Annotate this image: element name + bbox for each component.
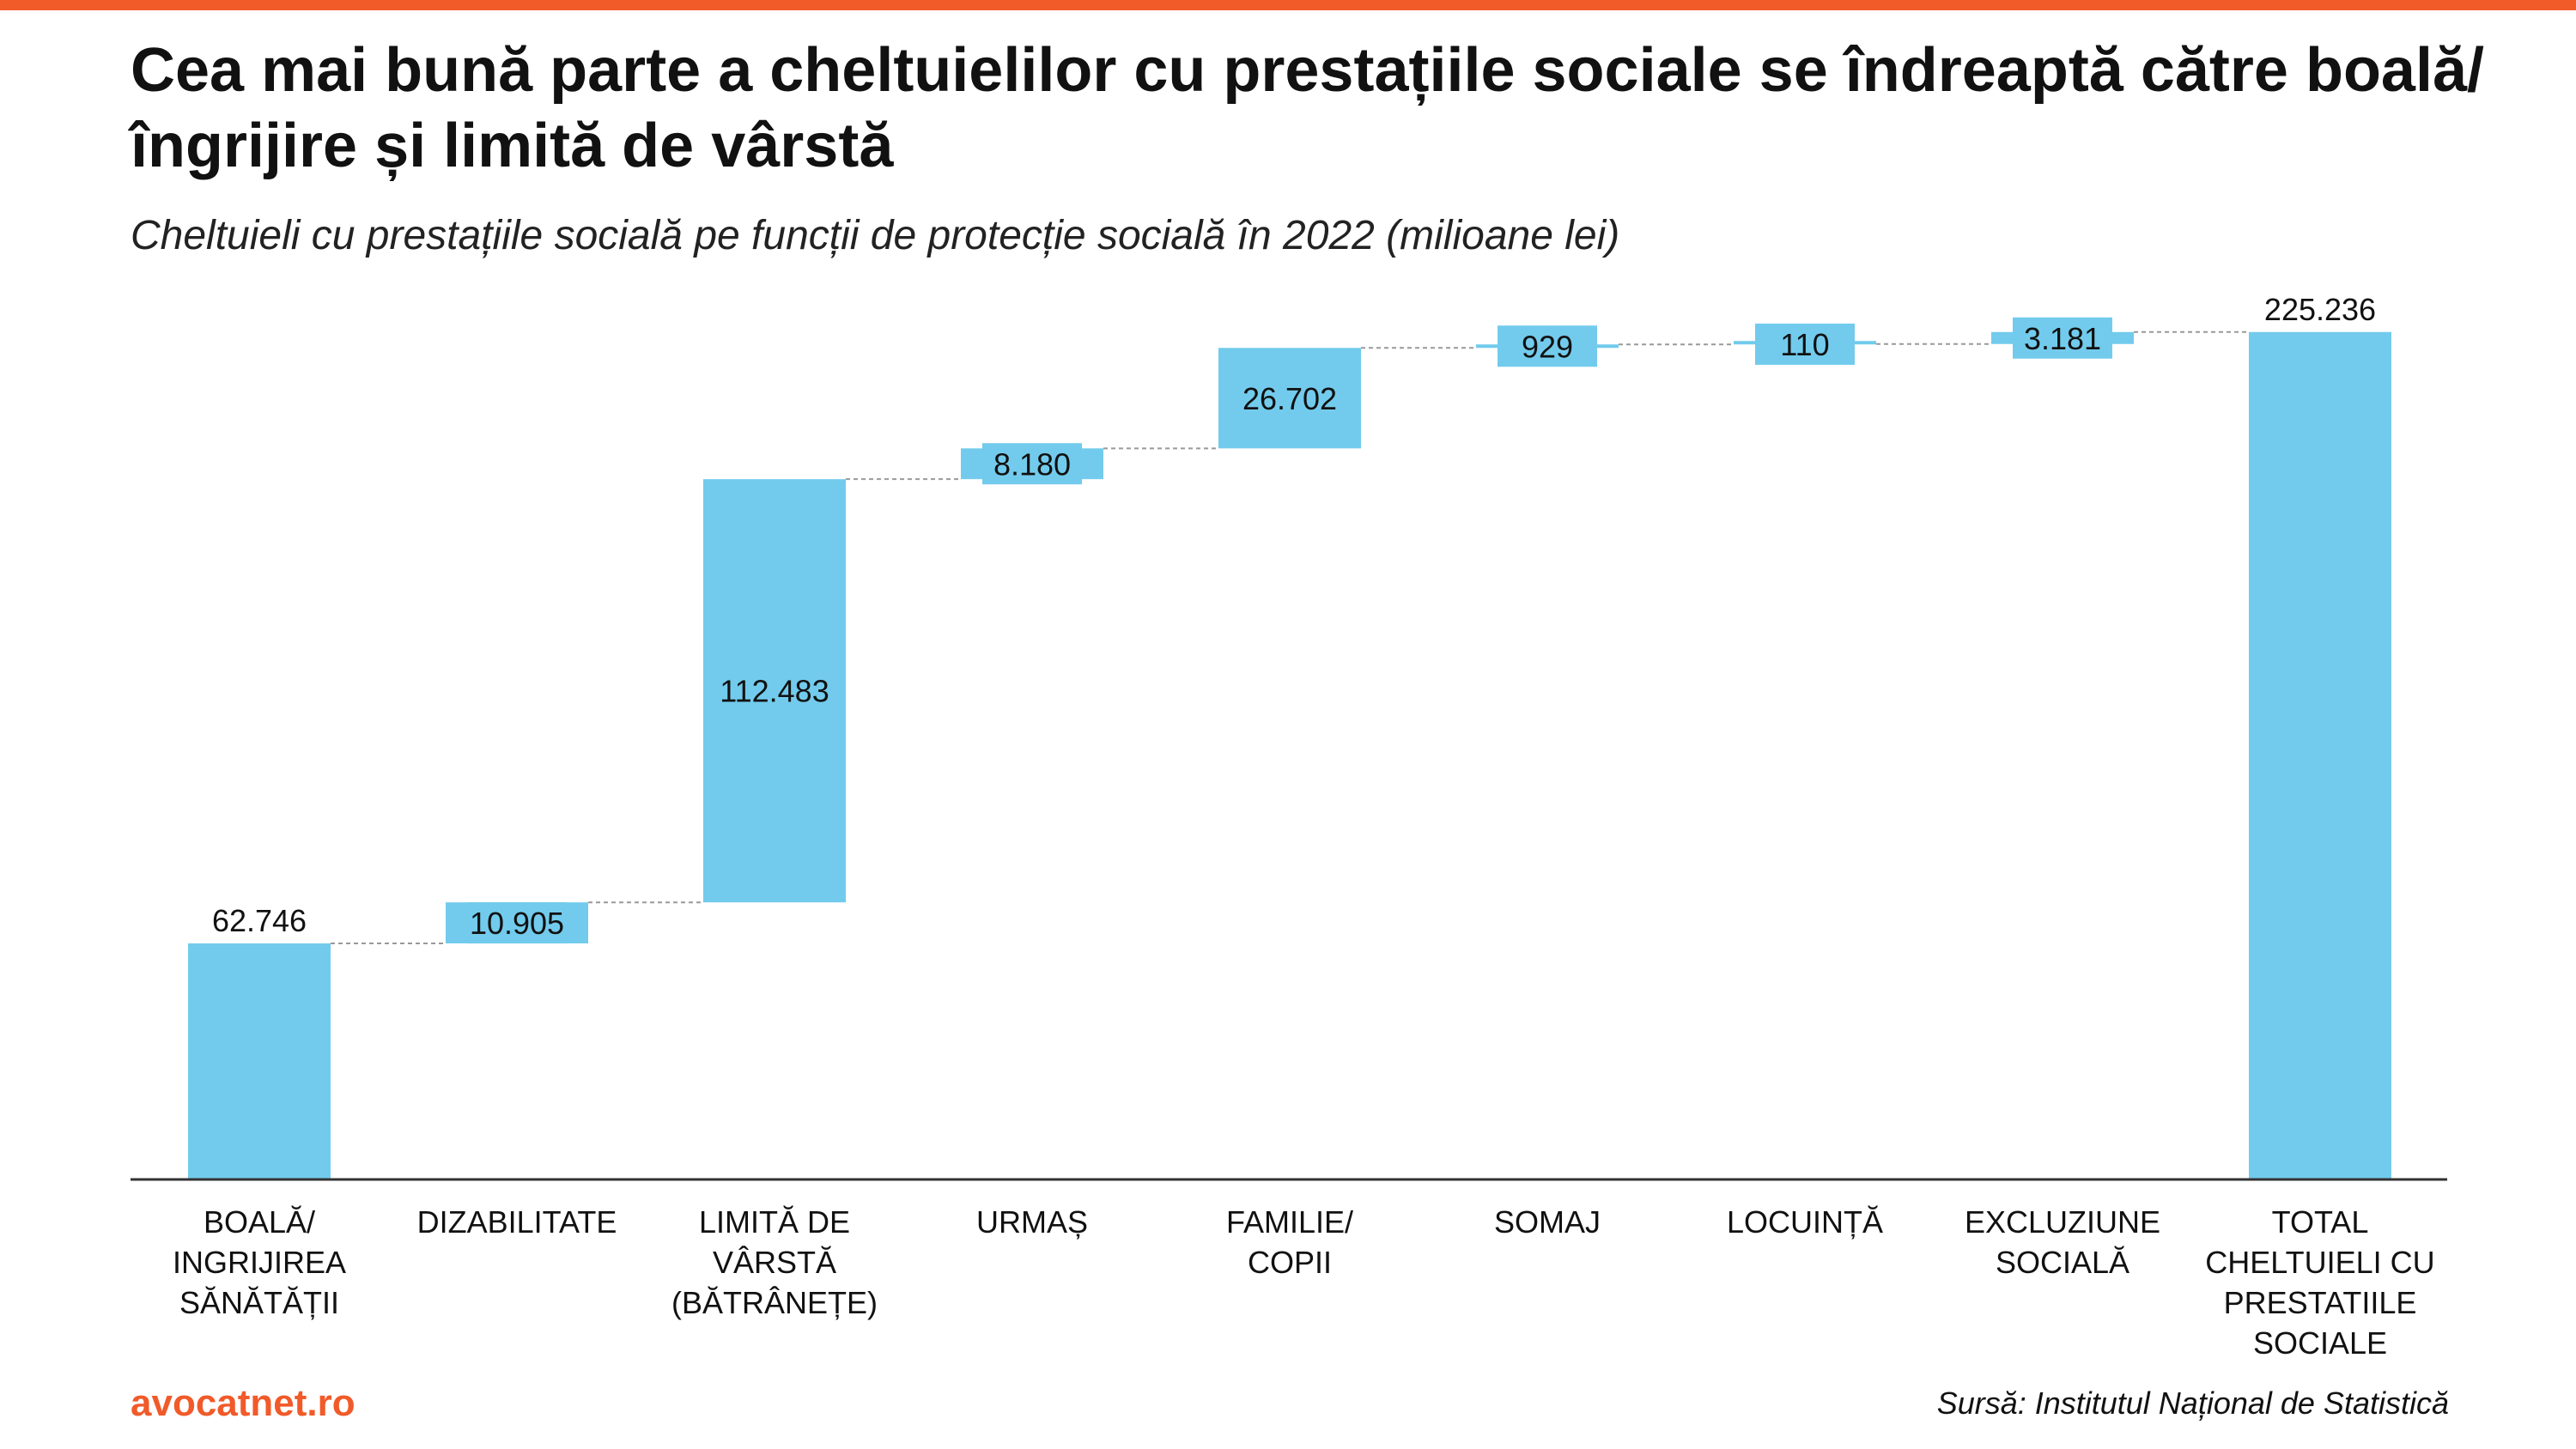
- data-label-box-7: [2013, 317, 2112, 359]
- bar-0: [188, 943, 331, 1179]
- bar-4: [1218, 348, 1361, 449]
- data-label-7: 3.181: [2024, 321, 2101, 356]
- category-label-3: URMAȘ: [976, 1204, 1088, 1240]
- category-label-1: DIZABILITATE: [417, 1204, 617, 1240]
- data-label-0: 62.746: [212, 903, 307, 938]
- top-accent-bar: [0, 0, 2576, 10]
- data-label-1: 10.905: [470, 906, 564, 941]
- data-label-box-6: [1755, 323, 1855, 365]
- data-label-box-1: [467, 902, 567, 944]
- data-label-4: 26.702: [1242, 381, 1337, 416]
- brand-logo-text: avocatnet.ro: [131, 1382, 355, 1424]
- category-label-5: SOMAJ: [1494, 1204, 1601, 1240]
- chart-title: Cea mai bună parte a cheltuielilor cu pr…: [131, 36, 2485, 180]
- source-note: Sursă: Institutul Național de Statistică: [1936, 1385, 2449, 1421]
- bar-8: [2249, 331, 2391, 1179]
- category-label-8: TOTAL CHELTUIELI CU PRESTATIILE SOCIALE: [2205, 1204, 2434, 1361]
- data-label-box-5: [1498, 325, 1597, 367]
- category-label-2: LIMITĂ DE VÂRSTĂ (BĂTRÂNEȚE): [671, 1204, 878, 1320]
- category-label-6: LOCUINȚĂ: [1727, 1204, 1883, 1240]
- data-label-3: 8.180: [993, 446, 1071, 482]
- category-label-0: BOALĂ/INGRIJIREA SĂNĂTĂȚII: [173, 1204, 346, 1320]
- data-label-6: 110: [1780, 327, 1829, 362]
- category-label-7: EXCLUZIUNE SOCIALĂ: [1965, 1204, 2160, 1280]
- data-label-8: 225.236: [2264, 292, 2376, 327]
- category-label-4: FAMILIE/COPII: [1226, 1204, 1353, 1280]
- bar-2: [703, 479, 846, 903]
- data-label-box-3: [982, 443, 1082, 485]
- data-label-2: 112.483: [720, 674, 829, 709]
- data-label-5: 929: [1522, 329, 1573, 364]
- chart-subtitle: Cheltuieli cu prestațiile socială pe fun…: [131, 213, 1620, 258]
